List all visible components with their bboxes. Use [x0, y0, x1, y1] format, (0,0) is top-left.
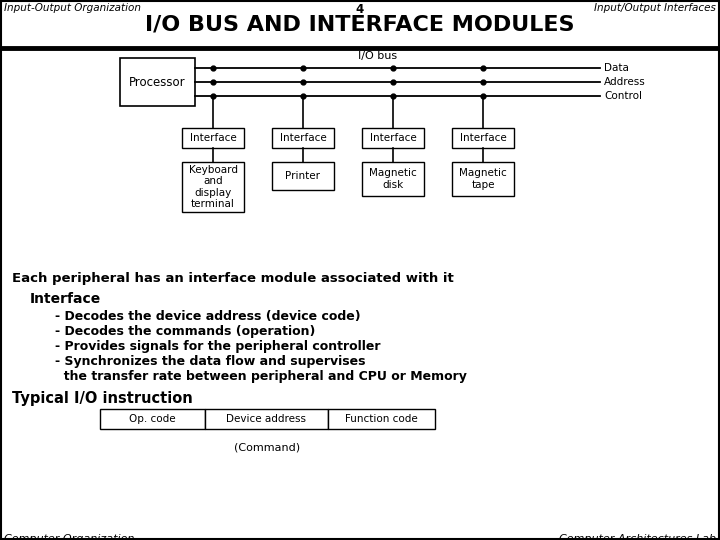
Bar — [362, 162, 424, 196]
Text: Each peripheral has an interface module associated with it: Each peripheral has an interface module … — [12, 272, 454, 285]
Text: - Provides signals for the peripheral controller: - Provides signals for the peripheral co… — [55, 340, 380, 353]
Bar — [100, 409, 205, 429]
Text: - Decodes the commands (operation): - Decodes the commands (operation) — [55, 325, 315, 338]
Bar — [182, 162, 244, 212]
Text: Interface: Interface — [279, 133, 326, 143]
Text: Input-Output Organization: Input-Output Organization — [4, 3, 141, 13]
Text: Processor: Processor — [129, 76, 186, 89]
Bar — [182, 128, 244, 148]
Text: Interface: Interface — [369, 133, 416, 143]
Text: Computer Architectures Lab: Computer Architectures Lab — [559, 534, 716, 540]
Text: I/O BUS AND INTERFACE MODULES: I/O BUS AND INTERFACE MODULES — [145, 14, 575, 34]
Text: Input/Output Interfaces: Input/Output Interfaces — [594, 3, 716, 13]
Text: Magnetic
tape: Magnetic tape — [459, 168, 507, 190]
Text: - Decodes the device address (device code): - Decodes the device address (device cod… — [55, 310, 361, 323]
Text: Interface: Interface — [459, 133, 506, 143]
Text: 4: 4 — [356, 3, 364, 16]
Text: Interface: Interface — [30, 292, 102, 306]
Bar — [328, 409, 435, 429]
Text: Computer Organization: Computer Organization — [4, 534, 135, 540]
Bar — [205, 409, 328, 429]
Text: Function code: Function code — [345, 414, 418, 424]
Text: Device address: Device address — [227, 414, 307, 424]
Text: Magnetic
disk: Magnetic disk — [369, 168, 417, 190]
Text: I/O bus: I/O bus — [358, 51, 397, 61]
Text: Address: Address — [604, 77, 646, 87]
Bar — [272, 128, 334, 148]
Text: Typical I/O instruction: Typical I/O instruction — [12, 391, 193, 406]
Bar — [362, 128, 424, 148]
Text: Keyboard
and
display
terminal: Keyboard and display terminal — [189, 165, 238, 210]
Text: (Command): (Command) — [235, 443, 300, 453]
Bar — [120, 58, 195, 106]
Text: Op. code: Op. code — [129, 414, 176, 424]
Text: - Synchronizes the data flow and supervises: - Synchronizes the data flow and supervi… — [55, 355, 366, 368]
Bar — [452, 162, 514, 196]
Text: the transfer rate between peripheral and CPU or Memory: the transfer rate between peripheral and… — [55, 370, 467, 383]
Text: Data: Data — [604, 63, 629, 73]
Text: Printer: Printer — [286, 171, 320, 181]
Text: Control: Control — [604, 91, 642, 101]
Bar — [272, 162, 334, 190]
Text: Interface: Interface — [189, 133, 236, 143]
Bar — [452, 128, 514, 148]
